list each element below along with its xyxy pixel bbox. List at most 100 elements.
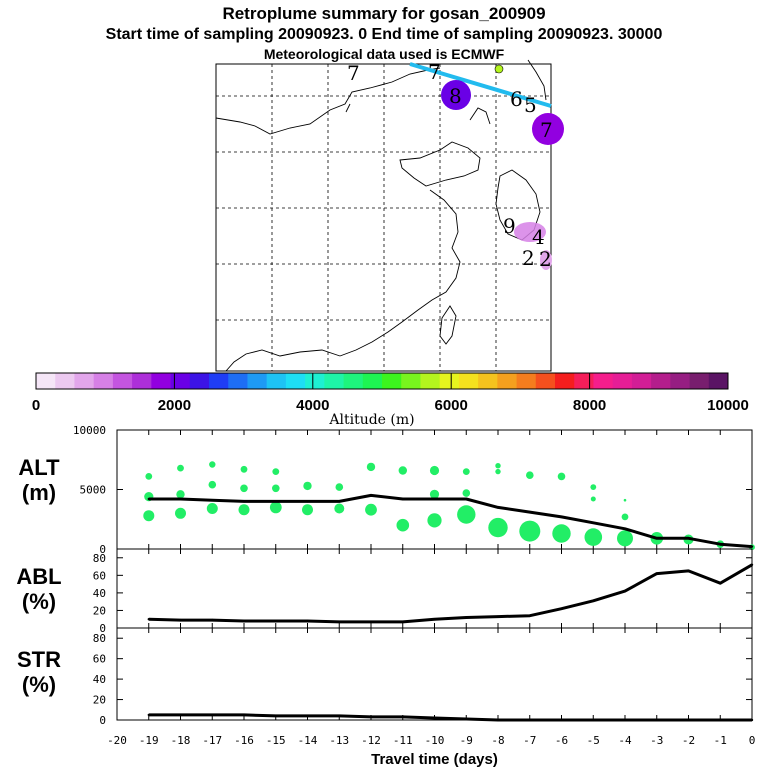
x-tick-label: -19 bbox=[139, 734, 159, 747]
colorbar-cell bbox=[458, 373, 479, 389]
series-point bbox=[338, 500, 341, 503]
colorbar-cell bbox=[228, 373, 248, 389]
colorbar-cell bbox=[151, 373, 171, 389]
panel-alt: 0 5000 10000 ALT(m) bbox=[18, 424, 755, 556]
panel-unit: (%) bbox=[22, 589, 56, 614]
y-tick-label: 40 bbox=[93, 587, 106, 600]
trajectory-label: 6 bbox=[510, 87, 523, 111]
altitude-dot bbox=[176, 490, 185, 499]
colorbar-cell bbox=[189, 373, 210, 389]
colorbar-cell bbox=[708, 373, 729, 389]
series-point bbox=[623, 718, 627, 722]
series-point bbox=[687, 569, 690, 573]
series-point bbox=[496, 506, 500, 509]
colorbar-cell bbox=[670, 373, 690, 389]
series-line bbox=[148, 713, 752, 722]
series-point bbox=[750, 718, 754, 722]
altitude-dot bbox=[429, 489, 440, 499]
colorbar-tick-label: 4000 bbox=[296, 397, 329, 414]
coastlines bbox=[215, 59, 547, 372]
altitude-dot bbox=[335, 483, 344, 491]
x-axis-label: Travel time (days) bbox=[371, 751, 498, 768]
x-tick-label: -8 bbox=[491, 734, 504, 747]
series-point bbox=[211, 713, 214, 717]
series-point bbox=[560, 515, 563, 519]
series-point bbox=[306, 500, 309, 503]
series-line bbox=[148, 563, 753, 624]
series-point bbox=[242, 500, 246, 503]
colorbar-cell bbox=[343, 373, 364, 389]
altitude-dot bbox=[396, 518, 410, 532]
colorbar-cell bbox=[285, 373, 306, 389]
series-point bbox=[147, 497, 150, 501]
trajectory-labels: 7 7 8 6 5 7 9 4 2 2 bbox=[347, 60, 553, 271]
x-tick-label: -20 bbox=[107, 734, 127, 747]
x-tick-label: -1 bbox=[714, 734, 727, 747]
x-tick-label: -12 bbox=[361, 734, 381, 747]
panel-abl: 0 20 40 60 80 ABL(%) bbox=[16, 548, 754, 635]
colorbar-cell bbox=[420, 373, 441, 389]
plume-cluster-circle bbox=[494, 64, 504, 74]
y-tick-label: 20 bbox=[93, 694, 106, 707]
altitude-dot bbox=[238, 504, 250, 516]
altitude-dot bbox=[398, 466, 407, 475]
y-tick-label: 0 bbox=[99, 714, 106, 727]
series-point bbox=[623, 527, 627, 530]
colorbar-cell bbox=[362, 373, 383, 389]
series-point bbox=[179, 497, 182, 501]
series-point bbox=[655, 572, 658, 575]
y-tick-label: 20 bbox=[93, 604, 106, 617]
altitude-dot bbox=[208, 480, 217, 489]
colorbar-cell bbox=[555, 373, 575, 389]
series-point bbox=[242, 713, 246, 717]
altitude-dot bbox=[302, 504, 313, 516]
series-point bbox=[719, 543, 722, 546]
altitude-dot bbox=[590, 496, 596, 502]
altitude-dot bbox=[584, 528, 603, 546]
x-tick-label: -5 bbox=[587, 734, 600, 747]
series-point bbox=[369, 494, 373, 497]
map-gridlines bbox=[216, 64, 551, 371]
trajectory-label: 4 bbox=[532, 225, 545, 249]
x-tick-label: -10 bbox=[425, 734, 445, 747]
series-point bbox=[433, 618, 436, 621]
y-tick-label: 0 bbox=[99, 622, 106, 635]
altitude-dot bbox=[488, 517, 508, 538]
altitude-dot bbox=[462, 468, 470, 475]
series-point bbox=[560, 607, 563, 610]
panel-label: ABL bbox=[16, 564, 61, 589]
colorbar-cell bbox=[535, 373, 556, 389]
series-point bbox=[147, 713, 150, 717]
x-tick-label: -16 bbox=[234, 734, 254, 747]
colorbar-tick-label: 0 bbox=[32, 397, 40, 414]
series-point bbox=[179, 618, 182, 622]
series-point bbox=[179, 713, 182, 717]
plume-cluster-circle bbox=[532, 113, 564, 145]
colorbar-cell bbox=[132, 373, 152, 389]
colorbar-cell bbox=[305, 373, 325, 389]
time-series-panels: 0500010000ALT(m)020406080ABL(%)020406080… bbox=[16, 424, 755, 768]
series-point bbox=[274, 619, 277, 623]
colorbar-cell bbox=[516, 373, 537, 389]
x-tick-label: -7 bbox=[523, 734, 536, 747]
altitude-dot bbox=[145, 473, 153, 480]
colorbar-tick-label: 2000 bbox=[158, 397, 191, 414]
panel-frame bbox=[116, 429, 753, 550]
trajectory-label: 5 bbox=[524, 93, 537, 117]
colorbar-cell bbox=[266, 373, 287, 389]
panel-unit: (m) bbox=[22, 480, 56, 505]
series-point bbox=[687, 537, 690, 540]
trajectory-label: 2 bbox=[539, 247, 552, 271]
altitude-dot bbox=[303, 481, 312, 491]
series-point bbox=[465, 616, 468, 619]
series-point bbox=[338, 620, 341, 624]
altitude-dot bbox=[143, 510, 155, 522]
altitude-dot bbox=[272, 484, 280, 493]
trajectory-label: 7 bbox=[347, 61, 360, 85]
y-tick-label: 80 bbox=[93, 552, 106, 565]
series-point bbox=[496, 615, 500, 618]
colorbar-cell bbox=[74, 373, 95, 389]
series-point bbox=[528, 614, 531, 617]
x-tick-label: -18 bbox=[171, 734, 191, 747]
series-point bbox=[465, 717, 468, 721]
